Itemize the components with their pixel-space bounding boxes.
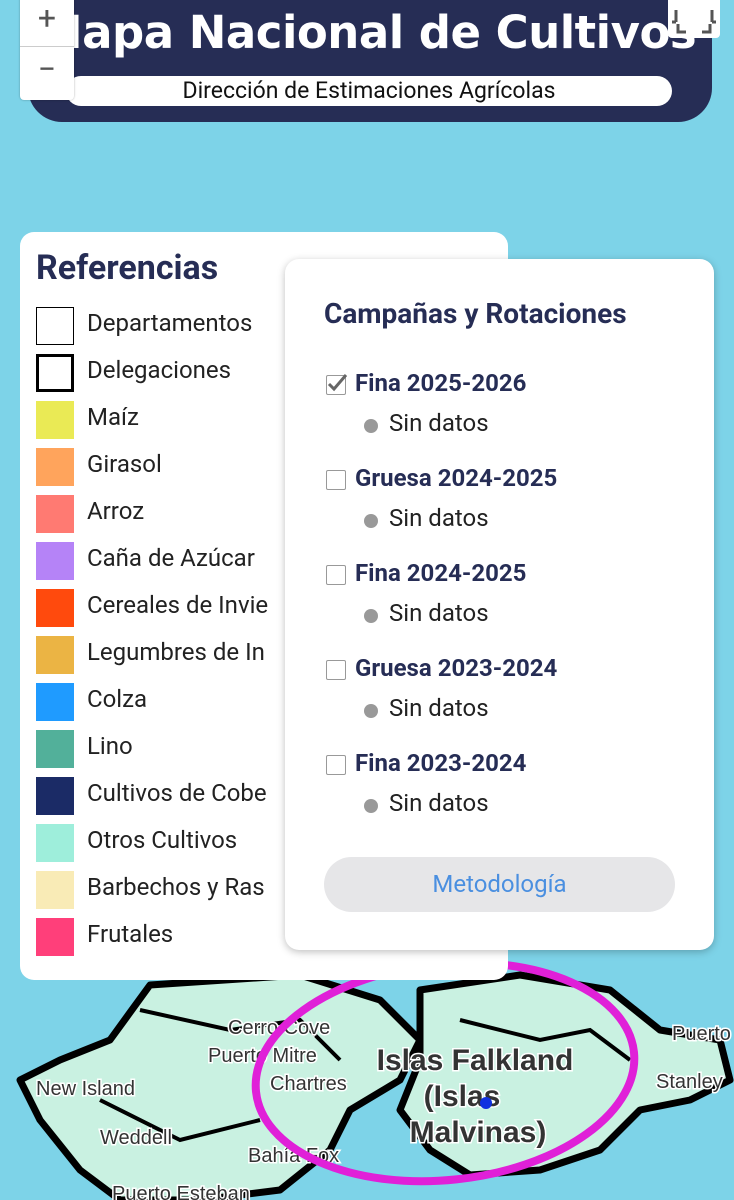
- title: Mapa Nacional de Cultivos: [37, 6, 697, 59]
- legend-label: Otros Cultivos: [87, 826, 238, 854]
- zoom-control: + −: [20, 0, 74, 100]
- checkbox[interactable]: [326, 755, 346, 775]
- status-dot: [364, 419, 378, 433]
- legend-label: Barbechos y Ras: [87, 873, 265, 901]
- map-label: Islas Falkland: [377, 1044, 574, 1077]
- fullscreen-button[interactable]: [668, 0, 720, 38]
- status-dot: [364, 704, 378, 718]
- legend-swatch: [36, 918, 74, 956]
- campaign-label[interactable]: Fina 2023-2024: [355, 749, 527, 777]
- coast-detail: [99, 1008, 632, 1143]
- legend-swatch: [36, 448, 74, 486]
- legend-swatch: [36, 401, 74, 439]
- legend-swatch: [36, 495, 74, 533]
- map-label: Puerto Soledad: [672, 1023, 734, 1045]
- zoom-out[interactable]: −: [37, 50, 57, 88]
- map-label: Stanley: [656, 1071, 723, 1093]
- campaign-status: Sin datos: [389, 789, 489, 817]
- checkbox[interactable]: [326, 470, 346, 490]
- legend-label: Departamentos: [87, 309, 253, 337]
- location-dot: [480, 1097, 492, 1109]
- legend-swatch: [36, 636, 74, 674]
- status-dot: [364, 609, 378, 623]
- campaign-label[interactable]: Fina 2024-2025: [355, 559, 527, 587]
- legend-label: Lino: [87, 732, 133, 760]
- zoom-in[interactable]: +: [20, 0, 74, 47]
- legend-label: Maíz: [87, 403, 139, 431]
- campaign-label[interactable]: Gruesa 2023-2024: [355, 654, 558, 682]
- map-label: Chartres: [270, 1073, 347, 1095]
- legend-title: Referencias: [36, 248, 219, 288]
- map-label: Puerto Esteban: [112, 1183, 250, 1200]
- checkmark: [327, 374, 348, 392]
- legend-label: Colza: [87, 685, 148, 713]
- legend-label: Caña de Azúcar: [87, 544, 255, 572]
- status-dot: [364, 514, 378, 528]
- campaign-label[interactable]: Gruesa 2024-2025: [355, 464, 558, 492]
- legend-swatch: [36, 824, 74, 862]
- map-label: Malvinas): [410, 1116, 547, 1149]
- legend-label: Legumbres de In: [87, 638, 265, 666]
- legend-label: Frutales: [87, 920, 174, 948]
- legend-swatch: [36, 307, 74, 345]
- fullscreen-icon: [672, 10, 716, 34]
- legend-swatch: [36, 871, 74, 909]
- checkbox[interactable]: [326, 660, 346, 680]
- subtitle: Dirección de Estimaciones Agrícolas: [66, 76, 672, 106]
- checkbox[interactable]: [326, 374, 348, 395]
- status-dot: [364, 799, 378, 813]
- campaign-status: Sin datos: [389, 409, 489, 437]
- legend-swatch: [36, 542, 74, 580]
- campaigns-panel: Campañas y Rotaciones Metodología Fina 2…: [285, 259, 714, 950]
- campaigns-title: Campañas y Rotaciones: [324, 297, 627, 330]
- legend-label: Cultivos de Cobe: [87, 779, 267, 807]
- legend-label: Girasol: [87, 450, 162, 478]
- campaign-label[interactable]: Fina 2025-2026: [355, 369, 527, 397]
- campaign-status: Sin datos: [389, 504, 489, 532]
- campaign-status: Sin datos: [389, 599, 489, 627]
- legend-swatch: [36, 589, 74, 627]
- legend-label: Cereales de Invie: [87, 591, 269, 619]
- map-label: New Island: [36, 1078, 135, 1100]
- legend-swatch: [36, 354, 74, 392]
- legend-label: Arroz: [87, 497, 145, 525]
- methodology-button[interactable]: Metodología: [324, 857, 675, 912]
- campaign-status: Sin datos: [389, 694, 489, 722]
- legend-swatch: [36, 777, 74, 815]
- legend-swatch: [36, 683, 74, 721]
- checkbox[interactable]: [326, 565, 346, 585]
- legend-label: Delegaciones: [87, 356, 232, 384]
- legend-swatch: [36, 730, 74, 768]
- map-label: Weddell: [100, 1127, 172, 1149]
